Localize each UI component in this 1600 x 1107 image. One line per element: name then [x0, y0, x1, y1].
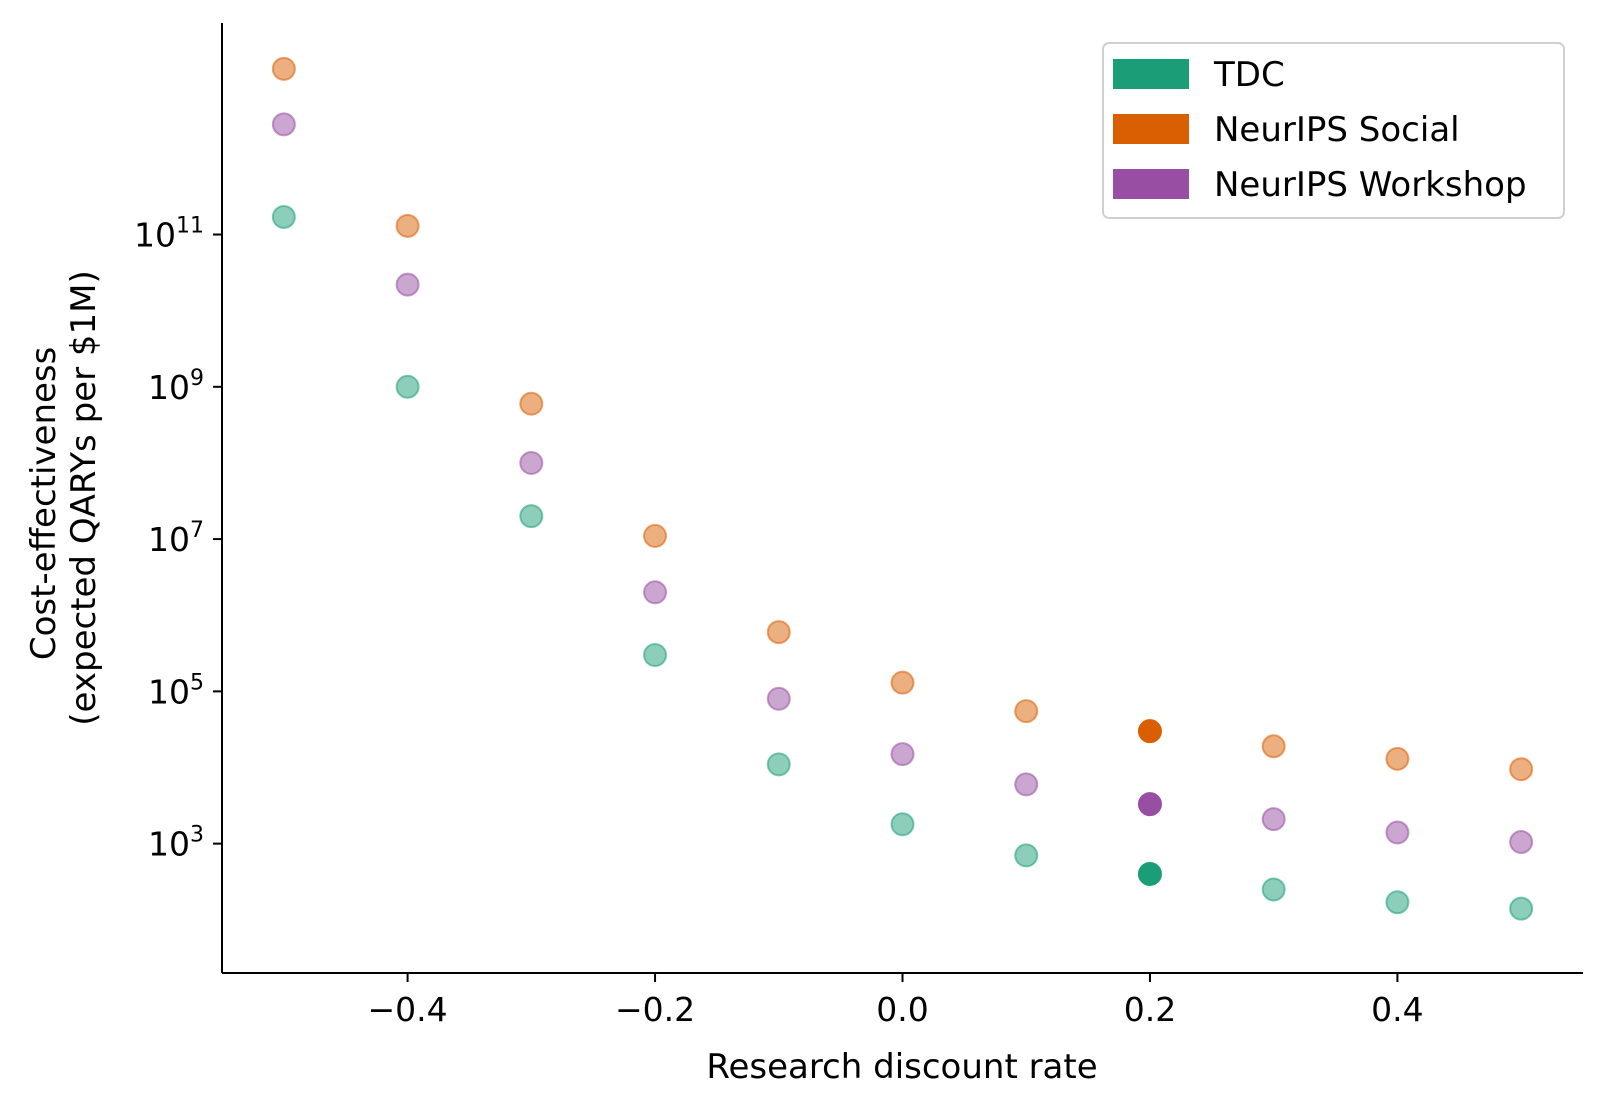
x-tick-label: −0.4 [368, 990, 448, 1029]
y-tick-exponent: 5 [190, 670, 204, 695]
y-tick-exponent: 3 [190, 823, 204, 848]
x-ticks: −0.4 −0.2 0.0 0.2 0.4 [368, 973, 1424, 1029]
data-point [1509, 757, 1534, 782]
data-point [271, 204, 296, 229]
series-tdc [271, 204, 1534, 921]
data-point [1385, 746, 1410, 771]
series-neurips-social [271, 56, 1534, 782]
data-point [766, 620, 791, 645]
data-point [1385, 890, 1410, 915]
y-axis-label-line-1: Cost-effectiveness [24, 347, 64, 661]
legend-swatch-tdc [1113, 59, 1189, 89]
data-point [643, 643, 668, 668]
x-axis-label: Research discount rate [706, 1047, 1097, 1087]
x-tick-label: 0.4 [1371, 990, 1423, 1029]
data-point [1509, 830, 1534, 855]
data-point [1014, 843, 1039, 868]
data-point [766, 752, 791, 777]
data-point-highlighted [1137, 861, 1162, 886]
data-point-highlighted [1137, 792, 1162, 817]
data-point [519, 391, 544, 416]
x-tick-label: 0.0 [876, 990, 928, 1029]
data-point [643, 580, 668, 605]
data-point [271, 56, 296, 81]
legend-label-neurips-social: NeurIPS Social [1214, 110, 1460, 150]
data-points [271, 56, 1534, 921]
data-point [1385, 820, 1410, 845]
legend-items: TDC NeurIPS Social NeurIPS Workshop [1113, 55, 1527, 205]
data-point [1014, 699, 1039, 724]
legend-label-tdc: TDC [1213, 55, 1285, 95]
y-tick-base: 10 [148, 520, 190, 559]
data-point [766, 686, 791, 711]
data-point [395, 374, 420, 399]
x-tick-label: 0.2 [1124, 990, 1176, 1029]
x-tick-label: −0.2 [615, 990, 695, 1029]
y-tick-label: 109 [148, 366, 204, 407]
data-point-highlighted [1137, 719, 1162, 744]
y-tick-exponent: 7 [190, 518, 204, 543]
data-point [1509, 896, 1534, 921]
data-point [890, 670, 915, 695]
y-tick-label: 107 [148, 518, 204, 559]
y-axis-label: Cost-effectiveness (expected QARYs per $… [24, 270, 104, 725]
y-tick-exponent: 11 [176, 214, 204, 239]
data-point [890, 742, 915, 767]
data-point [1261, 734, 1286, 759]
legend-frame [1102, 42, 1565, 219]
legend-swatch-neurips-social [1113, 114, 1189, 144]
y-tick-base: 10 [148, 368, 190, 407]
y-tick-exponent: 9 [190, 366, 204, 391]
y-tick-label: 103 [148, 823, 204, 864]
legend-swatch-neurips-workshop [1113, 169, 1189, 199]
data-point [271, 112, 296, 137]
data-point [395, 213, 420, 238]
y-tick-label: 105 [148, 670, 204, 711]
y-tick-label: 1011 [134, 214, 204, 255]
data-point [1261, 877, 1286, 902]
y-tick-base: 10 [148, 825, 190, 864]
legend-label-neurips-workshop: NeurIPS Workshop [1214, 165, 1527, 205]
data-point [519, 450, 544, 475]
data-point [1014, 772, 1039, 797]
data-point [519, 504, 544, 529]
y-axis-label-line-2: (expected QARYs per $1M) [64, 270, 104, 725]
series-neurips-workshop [271, 112, 1534, 855]
y-tick-base: 10 [148, 672, 190, 711]
data-point [890, 812, 915, 837]
data-point [643, 523, 668, 548]
legend: TDC NeurIPS Social NeurIPS Workshop [1102, 42, 1565, 219]
data-point [1261, 807, 1286, 832]
y-tick-base: 10 [134, 216, 176, 255]
data-point [395, 272, 420, 297]
